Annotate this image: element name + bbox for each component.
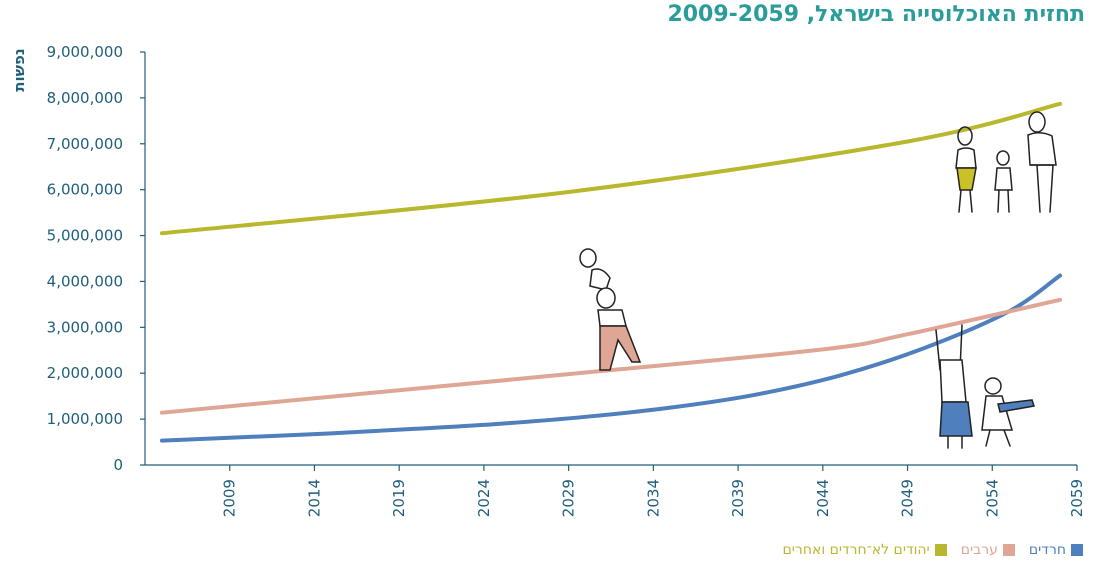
y-tick-label: 8,000,000 [47,89,123,107]
x-tick-label: 2029 [560,479,578,517]
y-tick-label: 0 [113,456,123,474]
legend-label-haredim: חרדים [1028,542,1066,558]
x-tick-label: 2039 [729,479,747,517]
legend-swatch-arabs [1002,544,1015,556]
legend: חרדים ערבים יהודים לא־חרדים ואחרים [783,542,1083,558]
legend-item-haredim: חרדים [1029,542,1083,558]
x-tick-label: 2034 [644,479,662,517]
chart-title: תחזית האוכלוסייה בישראל, 2009-2059 [667,2,1085,27]
x-tick-label: 2054 [983,479,1001,517]
x-tick-label: 2044 [814,479,832,517]
series-line-2 [159,101,1063,236]
y-tick-label: 2,000,000 [47,364,123,382]
y-tick-label: 9,000,000 [47,43,123,61]
legend-item-non-haredi-jews: יהודים לא־חרדים ואחרים [783,542,947,558]
x-tick-label: 2009 [221,479,239,517]
legend-label-arabs: ערבים [960,542,998,558]
x-tick-label: 2014 [305,479,323,517]
family-illustration [955,111,1057,213]
y-tick-label: 5,000,000 [47,227,123,245]
legend-label-non-haredi-jews: יהודים לא־חרדים ואחרים [782,542,930,558]
x-tick-label: 2024 [475,479,493,517]
y-tick-label: 1,000,000 [47,410,123,428]
legend-swatch-haredim [1071,544,1083,556]
series-line-1 [159,297,1063,415]
series-line-0 [159,273,1063,443]
y-tick-label: 3,000,000 [47,318,123,336]
illustrations [579,111,1057,449]
legend-swatch-non-haredi-jews [934,544,947,556]
x-tick-label: 2019 [390,479,408,517]
y-axis-label: נפשות [10,48,28,91]
father-child-illustration [579,248,642,371]
legend-item-arabs: ערבים [961,542,1015,558]
x-tick-label: 2049 [899,479,917,517]
x-tick-label: 2059 [1068,479,1086,517]
mother-daughter-illustration [935,324,1035,449]
y-tick-label: 7,000,000 [47,135,123,153]
y-tick-label: 6,000,000 [47,181,123,199]
y-tick-label: 4,000,000 [47,272,123,290]
